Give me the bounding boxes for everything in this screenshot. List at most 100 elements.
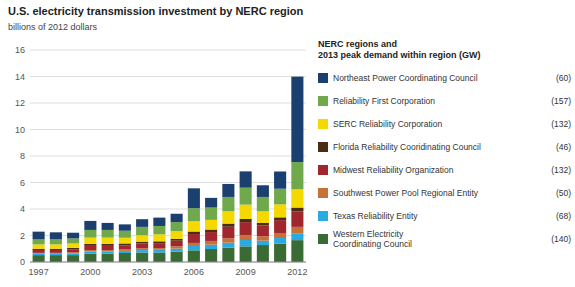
bar-segment [188,221,200,231]
bar-segment [84,251,96,253]
bar-segment [291,211,303,227]
bar-segment [50,239,62,244]
bar-segment [33,255,45,262]
grid-line [30,76,306,77]
grid-line [30,156,306,157]
legend-swatch [318,234,328,244]
bar-segment [67,233,79,239]
bar-segment [84,244,96,246]
bar-segment [136,248,148,250]
bar-segment [119,243,131,245]
grid-line [30,103,306,104]
bar-segment [136,242,148,244]
bar-segment [205,245,217,249]
bar-segment [102,246,114,250]
bar-segment [291,162,303,189]
grid-line [30,50,306,51]
bar-segment [171,214,183,222]
bar-segment [153,248,165,250]
bar-segment [291,77,303,162]
bar-segment [240,235,252,240]
bar-segment [171,231,183,239]
x-tick-label: 2000 [80,267,100,277]
y-tick-label: 14 [15,72,25,82]
bar-segment [33,250,45,253]
bar-segment [153,241,165,243]
bar-segment [274,189,286,205]
bar-segment [222,197,234,211]
legend-swatch [318,142,328,152]
x-tick-label: 2012 [287,267,307,277]
title: U.S. electricity transmission investment… [8,5,304,17]
bar-segment [67,255,79,262]
bar-segment [240,205,252,219]
y-tick-label: 2 [20,231,25,241]
bar-segment [188,234,200,243]
bar-segment [136,243,148,248]
bar-segment [33,232,45,240]
legend-label: Northeast Power Coordinating Council [333,73,478,83]
bar-segment [274,244,286,262]
chart: U.S. electricity transmission investment… [0,0,575,287]
bar-segment [291,227,303,233]
bar-segment [153,218,165,226]
x-axis: 199720002003200620092012 [29,262,308,277]
bar-segment [119,238,131,244]
legend-peak-demand: (60) [556,73,571,83]
bar-segment [222,227,234,239]
bar-segment [84,246,96,250]
y-tick-label: 10 [15,125,25,135]
y-tick-label: 8 [20,151,25,161]
bar-segment [119,224,131,230]
bar-segment [257,185,269,197]
legend-swatch [318,188,328,198]
bar-segment [33,239,45,244]
bar-segment [171,241,183,247]
bar-segment [119,231,131,238]
bar-segment [188,243,200,246]
bar-segment [188,188,200,208]
bar-segment [50,249,62,250]
bar-segment [291,233,303,240]
bar-segment [84,238,96,244]
y-tick-label: 0 [20,257,25,267]
bar-segment [274,238,286,244]
legend-label: Midwest Reliability Organization [333,165,454,175]
bar-segment [102,251,114,253]
bar-segment [102,230,114,238]
bar-segment [188,208,200,221]
bar-segment [205,230,217,233]
bar-segment [205,198,217,208]
bar-segment [33,244,45,248]
bar-segment [84,254,96,262]
bar-segment [222,248,234,262]
y-axis: 0246810121416 [15,45,306,267]
bar-segment [67,249,79,252]
bar-segment [50,250,62,253]
bar-segment [188,246,200,250]
bar-segment [257,245,269,262]
bar-segment [240,188,252,205]
bar-segment [257,197,269,211]
bar-segment [171,239,183,241]
bar-segment [257,211,269,223]
bar-segment [274,233,286,238]
bar-segment [153,234,165,241]
bar-segment [291,189,303,207]
legend-peak-demand: (132) [551,119,571,129]
legend-peak-demand: (132) [551,165,571,175]
legend: NERC regions and2013 peak demand within … [318,39,571,249]
bar-segment [119,251,131,253]
legend-label: SERC Reliability Corporation [333,119,442,129]
legend-peak-demand: (140) [551,234,571,244]
bar-segment [84,221,96,230]
legend-peak-demand: (68) [556,211,571,221]
bar-segment [84,250,96,251]
bar-segment [274,217,286,220]
bar-segment [33,254,45,255]
x-tick-label: 2009 [236,267,256,277]
x-tick-label: 1997 [29,267,49,277]
bar-segment [67,238,79,243]
bar-segment [119,253,131,262]
legend-label: Southwest Power Pool Regional Entity [333,188,479,198]
